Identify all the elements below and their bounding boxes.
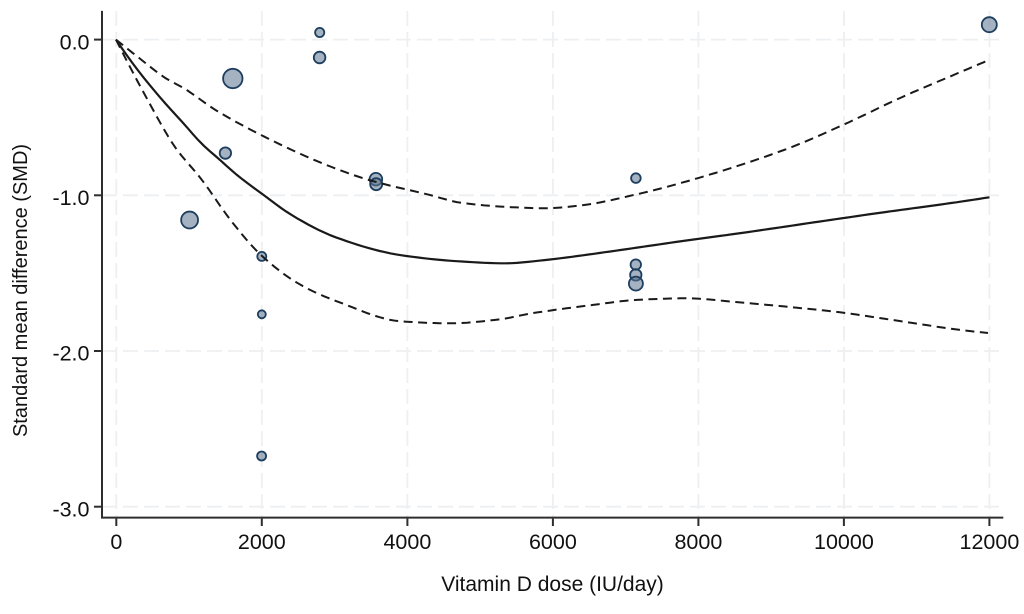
svg-text:Standard mean difference (SMD): Standard mean difference (SMD) bbox=[10, 144, 32, 437]
svg-text:-1.0: -1.0 bbox=[52, 186, 89, 210]
svg-text:2000: 2000 bbox=[238, 530, 286, 554]
svg-text:0: 0 bbox=[110, 530, 122, 554]
svg-text:10000: 10000 bbox=[814, 530, 874, 554]
svg-text:8000: 8000 bbox=[674, 530, 722, 554]
svg-text:0.0: 0.0 bbox=[60, 30, 90, 54]
svg-text:4000: 4000 bbox=[383, 530, 431, 554]
svg-text:6000: 6000 bbox=[529, 530, 577, 554]
svg-text:-3.0: -3.0 bbox=[52, 497, 89, 521]
svg-text:12000: 12000 bbox=[960, 530, 1020, 554]
svg-text:-2.0: -2.0 bbox=[52, 342, 89, 366]
svg-text:Vitamin D dose (IU/day): Vitamin D dose (IU/day) bbox=[441, 573, 664, 596]
